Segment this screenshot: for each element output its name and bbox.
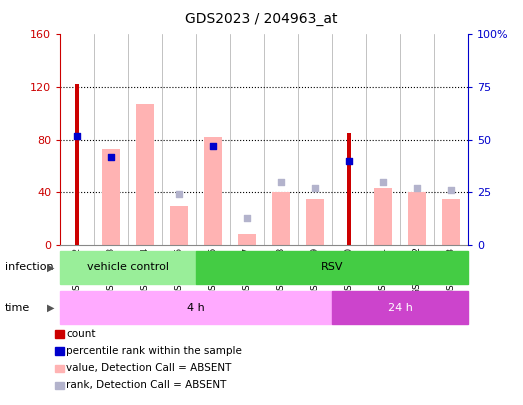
Bar	[204, 137, 222, 245]
Point	[379, 179, 388, 185]
Text: percentile rank within the sample: percentile rank within the sample	[66, 346, 242, 356]
Bar	[136, 104, 154, 245]
Bar	[306, 199, 324, 245]
Point	[277, 179, 286, 185]
Point	[175, 191, 184, 198]
Text: GDS2023 / 204963_at: GDS2023 / 204963_at	[185, 12, 338, 26]
Bar	[442, 199, 460, 245]
Bar	[102, 149, 120, 245]
Bar	[196, 251, 468, 284]
Text: 24 h: 24 h	[388, 303, 413, 313]
Text: infection: infection	[5, 262, 54, 272]
Point	[73, 132, 82, 139]
Point	[345, 158, 354, 164]
Bar	[347, 133, 351, 245]
Bar	[272, 192, 290, 245]
Point	[243, 214, 252, 221]
Bar	[60, 292, 332, 324]
Text: ▶: ▶	[48, 303, 55, 313]
Point	[311, 185, 320, 192]
Text: RSV: RSV	[321, 262, 344, 272]
Bar	[332, 292, 468, 324]
Text: ▶: ▶	[48, 262, 55, 272]
Point	[209, 143, 218, 149]
Bar	[60, 251, 196, 284]
Bar	[75, 85, 79, 245]
Text: rank, Detection Call = ABSENT: rank, Detection Call = ABSENT	[66, 380, 227, 390]
Text: 4 h: 4 h	[187, 303, 205, 313]
Point	[413, 185, 422, 192]
Text: value, Detection Call = ABSENT: value, Detection Call = ABSENT	[66, 363, 232, 373]
Text: count: count	[66, 329, 96, 339]
Point	[107, 153, 116, 160]
Text: vehicle control: vehicle control	[87, 262, 169, 272]
Text: time: time	[5, 303, 30, 313]
Bar	[408, 192, 426, 245]
Bar	[238, 234, 256, 245]
Point	[447, 187, 456, 194]
Bar	[170, 206, 188, 245]
Bar	[374, 188, 392, 245]
